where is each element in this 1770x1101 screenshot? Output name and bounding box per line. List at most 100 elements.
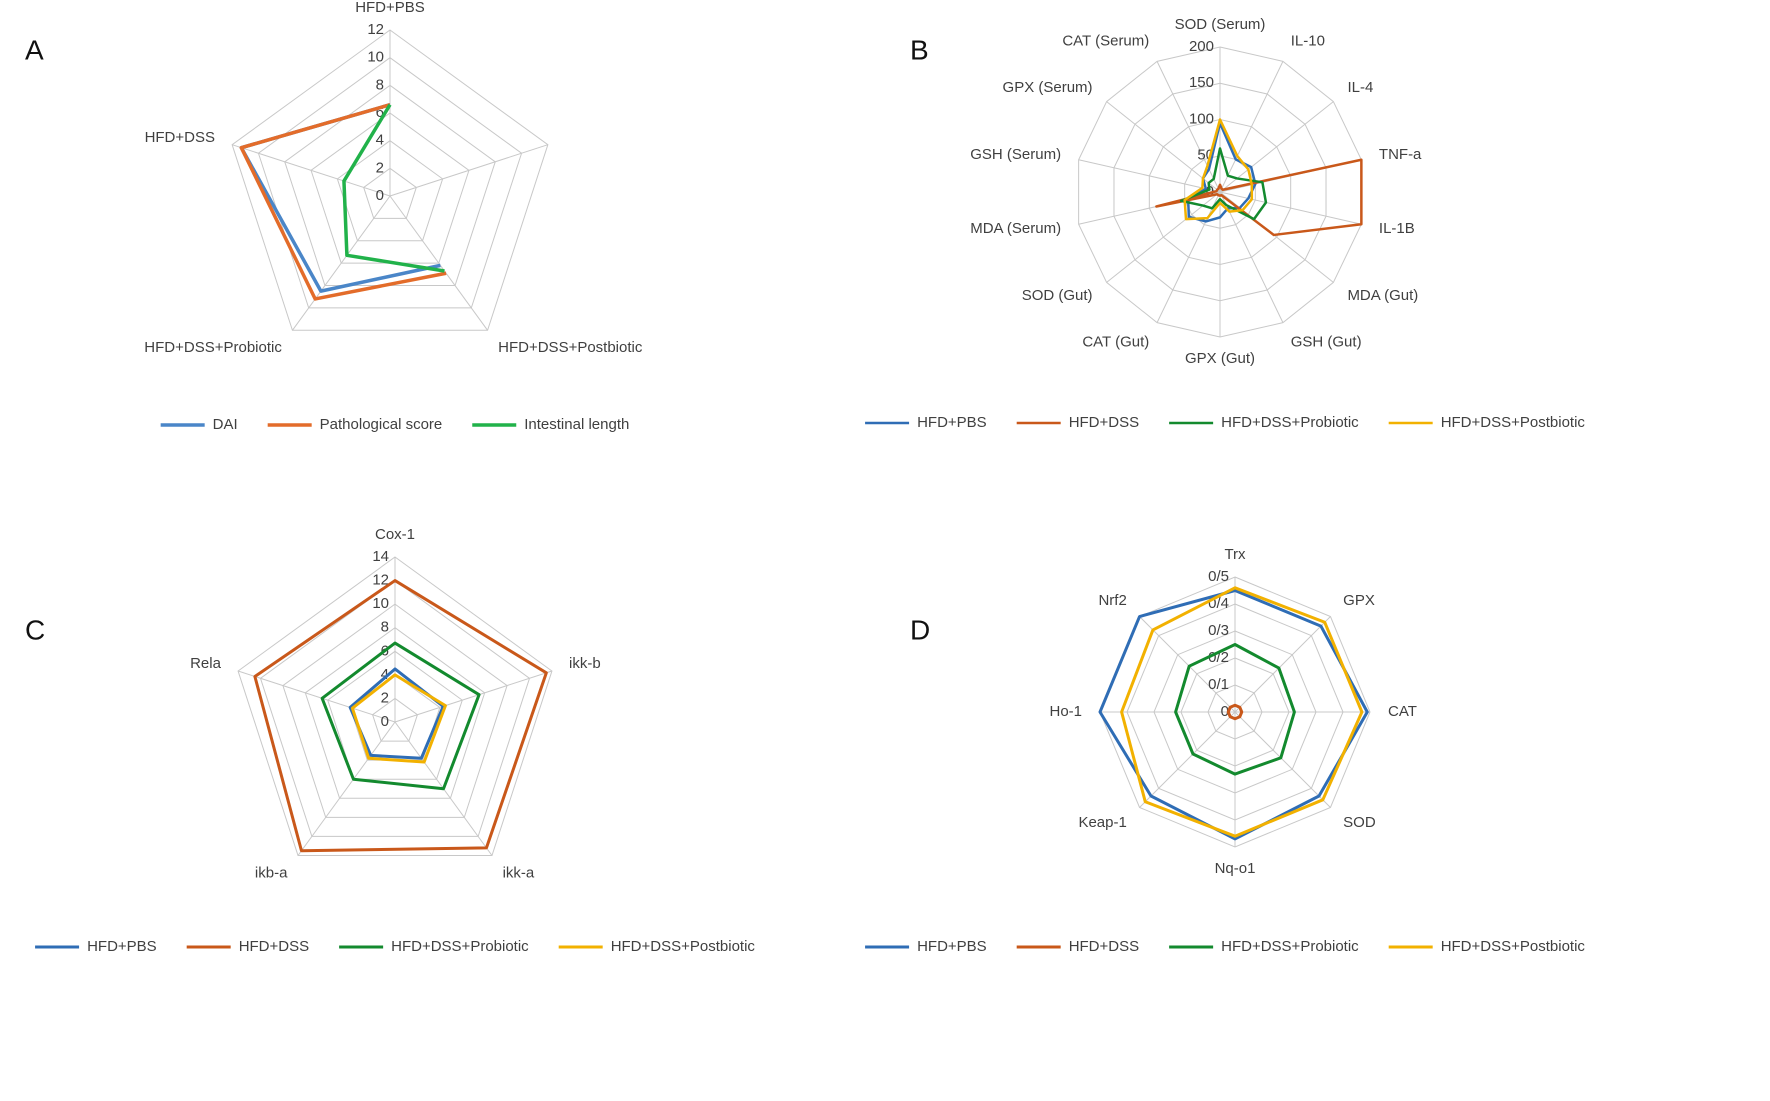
- category-label: HFD+DSS+Probiotic: [144, 339, 282, 356]
- legend-label: HFD+DSS+Probiotic: [1221, 414, 1359, 431]
- legend-label: HFD+DSS+Postbiotic: [1441, 414, 1586, 431]
- category-label: SOD (Serum): [1175, 16, 1266, 33]
- legend-label: HFD+DSS+Probiotic: [391, 938, 529, 955]
- spoke: [297, 721, 396, 856]
- legend-label: HFD+DSS+Postbiotic: [1441, 938, 1586, 955]
- tick-label: 200: [1189, 38, 1214, 55]
- category-label: ikk-a: [503, 864, 535, 881]
- category-label: GPX (Serum): [1003, 79, 1093, 96]
- tick-label: 0/1: [1208, 676, 1229, 693]
- category-label: CAT (Gut): [1082, 333, 1149, 350]
- grid-ring: [1113, 82, 1327, 302]
- category-label: IL-10: [1291, 33, 1325, 50]
- category-label: IL-1B: [1379, 220, 1415, 237]
- tick-label: 8: [376, 76, 384, 93]
- category-label: HFD+PBS: [355, 0, 425, 16]
- category-label: Trx: [1224, 546, 1246, 563]
- tick-label: 10: [367, 49, 384, 66]
- category-label: GSH (Gut): [1291, 333, 1362, 350]
- spoke: [1139, 616, 1236, 713]
- legend-label: Intestinal length: [524, 416, 629, 433]
- tick-label: 12: [372, 572, 389, 589]
- category-label: CAT: [1388, 703, 1417, 720]
- tick-label: 10: [372, 595, 389, 612]
- series-line: [342, 103, 445, 273]
- category-label: Rela: [190, 655, 222, 672]
- legend-label: HFD+PBS: [87, 938, 157, 955]
- grid-ring: [371, 697, 419, 742]
- tick-label: 2: [376, 159, 384, 176]
- category-label: Ho-1: [1049, 703, 1082, 720]
- grid-ring: [363, 167, 417, 219]
- grid-ring: [1207, 684, 1263, 740]
- legend-label: HFD+PBS: [917, 938, 987, 955]
- legend-label: DAI: [213, 416, 238, 433]
- category-label: TNF-a: [1379, 146, 1422, 163]
- spoke: [394, 670, 553, 723]
- category-label: MDA (Serum): [970, 220, 1061, 237]
- series-line: [320, 641, 481, 791]
- legend-label: Pathological score: [320, 416, 443, 433]
- spoke: [1234, 711, 1331, 808]
- tick-label: 150: [1189, 74, 1214, 91]
- grid-ring: [1153, 630, 1317, 794]
- category-label: Cox-1: [375, 526, 415, 543]
- panel-label: C: [25, 614, 45, 645]
- grid-ring: [304, 627, 486, 799]
- legend-label: HFD+PBS: [917, 414, 987, 431]
- legend-label: HFD+DSS: [1069, 414, 1139, 431]
- tick-label: 0: [381, 713, 389, 730]
- tick-label: 0/3: [1208, 622, 1229, 639]
- grid-ring: [231, 29, 549, 331]
- tick-label: 4: [381, 666, 389, 683]
- series-line: [1120, 586, 1364, 838]
- category-label: ikk-b: [569, 655, 601, 672]
- panel-label: A: [25, 34, 44, 65]
- tick-label: 6: [376, 104, 384, 121]
- tick-label: 0: [1221, 703, 1229, 720]
- grid-ring: [1078, 46, 1362, 338]
- series-line: [350, 673, 447, 764]
- category-label: Keap-1: [1078, 814, 1126, 831]
- category-label: Nq-o1: [1215, 860, 1256, 877]
- category-label: GPX: [1343, 592, 1375, 609]
- grid-ring: [237, 556, 553, 856]
- tick-label: 12: [367, 21, 384, 38]
- category-label: MDA (Gut): [1347, 287, 1418, 304]
- grid-ring: [1126, 603, 1344, 821]
- spoke: [237, 670, 396, 723]
- series-line: [1183, 118, 1254, 221]
- tick-label: 100: [1189, 110, 1214, 127]
- category-label: IL-4: [1347, 79, 1373, 96]
- grid-ring: [1180, 657, 1290, 767]
- spoke: [1234, 616, 1331, 713]
- legend-label: HFD+DSS: [1069, 938, 1139, 955]
- tick-label: 0: [376, 187, 384, 204]
- category-label: GSH (Serum): [970, 146, 1061, 163]
- series-line: [1098, 589, 1369, 841]
- tick-label: 0/5: [1208, 568, 1229, 585]
- legend-label: HFD+DSS+Postbiotic: [611, 938, 756, 955]
- category-label: SOD (Gut): [1022, 287, 1093, 304]
- grid-ring: [327, 650, 463, 780]
- category-label: Nrf2: [1098, 592, 1126, 609]
- grid-ring: [259, 579, 531, 837]
- tick-label: 14: [372, 548, 389, 565]
- grid-ring: [282, 603, 508, 818]
- category-label: ikb-a: [255, 864, 288, 881]
- series-line: [1155, 158, 1363, 237]
- series-line: [1226, 703, 1244, 721]
- spoke: [1139, 711, 1236, 808]
- panel-label: D: [910, 614, 930, 645]
- tick-label: 2: [381, 689, 389, 706]
- category-label: GPX (Gut): [1185, 350, 1255, 367]
- series-line: [1174, 643, 1296, 776]
- series-line: [253, 579, 548, 853]
- series-line: [239, 103, 447, 301]
- tick-label: 0: [1206, 183, 1214, 200]
- series-line: [1179, 147, 1268, 221]
- legend-label: HFD+DSS: [239, 938, 309, 955]
- panel-label: B: [910, 34, 929, 65]
